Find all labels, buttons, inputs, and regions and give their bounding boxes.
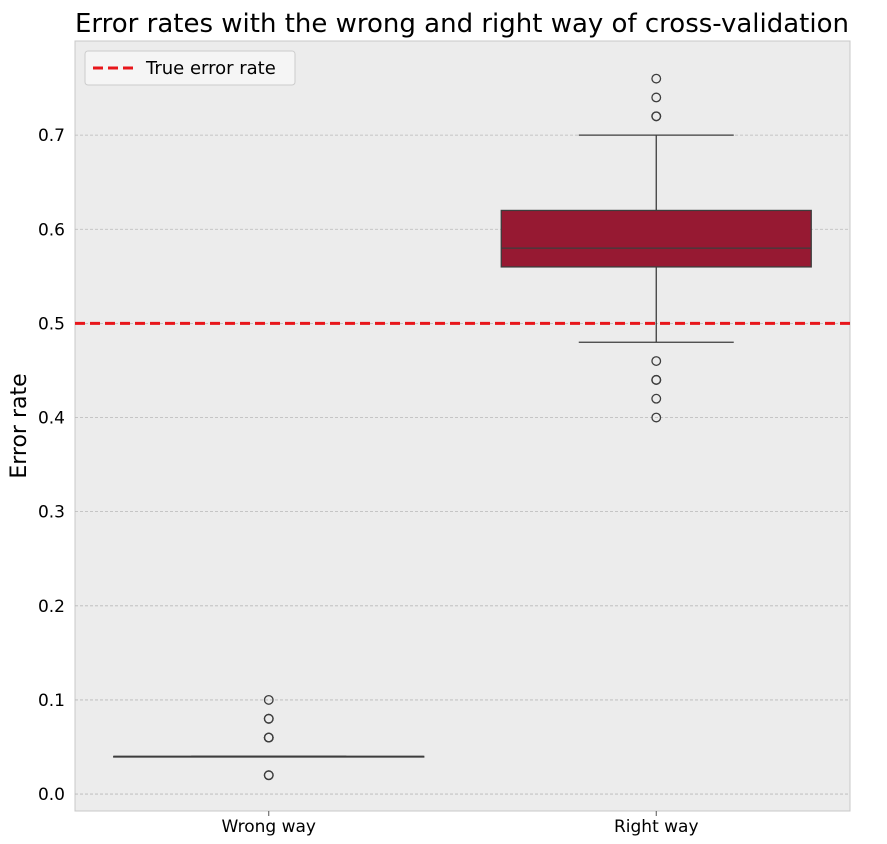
- legend-label: True error rate: [145, 58, 276, 79]
- y-axis-label: Error rate: [7, 373, 32, 478]
- y-tick-label: 0.5: [38, 314, 65, 334]
- y-tick-label: 0.3: [38, 503, 65, 523]
- chart-title: Error rates with the wrong and right way…: [75, 9, 849, 39]
- outlier-point: [263, 732, 274, 743]
- outlier-point: [263, 694, 274, 705]
- box-series: [113, 73, 812, 781]
- y-tick-label: 0.1: [38, 691, 65, 711]
- y-tick-label: 0.4: [38, 409, 65, 429]
- outlier-point: [651, 393, 662, 404]
- outlier-point: [651, 111, 662, 122]
- y-tick-label: 0.6: [38, 220, 65, 240]
- outlier-point: [651, 356, 662, 366]
- outlier-point: [651, 92, 662, 103]
- legend: True error rate: [84, 50, 296, 86]
- outlier-point: [651, 73, 662, 84]
- y-tick-label: 0.2: [38, 597, 65, 617]
- x-tick-label: Right way: [614, 817, 699, 837]
- outlier-point: [263, 713, 274, 724]
- y-axis-ticks: 0.0 0.1 0.2 0.3 0.4 0.5 0.6 0.7: [38, 126, 65, 805]
- x-tick-label: Wrong way: [222, 817, 316, 837]
- outlier-point: [651, 374, 662, 385]
- y-tick-label: 0.0: [38, 785, 65, 805]
- plot-area: [74, 40, 851, 812]
- y-tick-label: 0.7: [38, 126, 65, 146]
- legend-frame: [84, 50, 296, 86]
- x-axis-ticks: Wrong way Right way: [222, 811, 699, 837]
- outlier-point: [651, 412, 662, 423]
- outlier-point: [263, 770, 274, 781]
- box-iqr: [500, 209, 812, 268]
